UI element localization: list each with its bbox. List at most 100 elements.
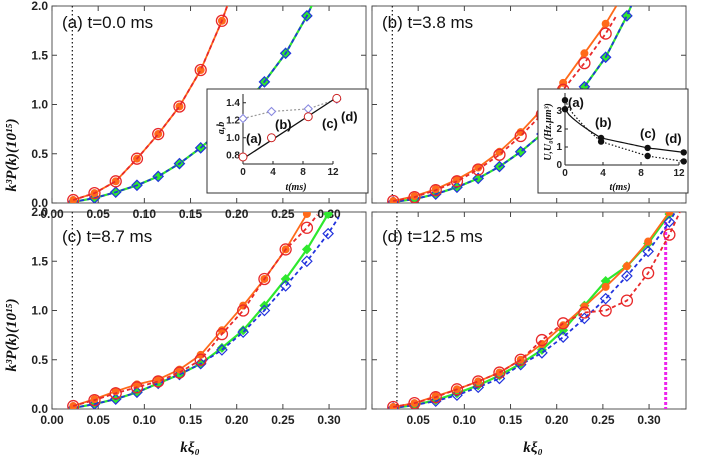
x-tick-label: 0.25: [591, 413, 615, 427]
series-blue-point: [642, 245, 654, 258]
inset-b-series-U0-point: [597, 138, 605, 145]
series-red-line: [72, 214, 319, 407]
series-red-point: [450, 175, 464, 188]
inset-b-annotation: (b): [595, 115, 612, 130]
series-green-point: [280, 273, 291, 284]
series-blue-point: [88, 398, 101, 409]
series-blue-point: [663, 216, 676, 228]
inset-a-annotation: (b): [275, 117, 292, 132]
series-orange-point: [644, 237, 653, 246]
series-red-point: [599, 27, 612, 40]
inset-a-ytick-label: 1.2: [226, 115, 240, 126]
y-tick-label: 1.5: [31, 254, 48, 268]
x-tick-label: 0.15: [179, 413, 203, 427]
series-red-point: [279, 243, 292, 256]
series-orange-point: [474, 377, 483, 386]
series-red-point: [408, 396, 421, 409]
series-red-point: [472, 375, 485, 388]
inset-a-annotation: (c): [322, 116, 338, 131]
y-tick-label: 1.5: [31, 48, 48, 62]
series-orange-point: [622, 262, 631, 271]
series-blue-point: [536, 347, 548, 359]
series-red-line: [393, 212, 681, 408]
series-red-point: [493, 366, 506, 379]
series-red-point: [620, 294, 634, 307]
series-orange-point: [302, 212, 311, 218]
series-orange-point: [601, 19, 610, 28]
inset-b-series-U0-point: [644, 152, 651, 160]
x-tick-label: 0.20: [545, 413, 569, 427]
inset-b-series-U-line: [564, 108, 684, 153]
inset-a-series-a-point: [267, 133, 276, 143]
series-blue-line: [73, 216, 340, 409]
y-tick-label: 1.0: [31, 98, 48, 112]
series-blue-point: [258, 304, 271, 317]
inset-b-xtick-label: 0: [562, 168, 568, 179]
series-red-point: [450, 383, 464, 396]
panel-d-plot: 0.05 0.10 0.15 0.20 0.25 0.30: [371, 211, 686, 427]
inset-a-ytick-label: 1.4: [226, 98, 240, 109]
series-red-point: [514, 353, 527, 366]
series-orange-point: [665, 212, 674, 216]
y-tick-label: 2.0: [31, 205, 48, 219]
series-blue-point: [301, 10, 313, 22]
inset-a-series-a-point: [332, 93, 342, 103]
inset-a: a,b t(ms): [206, 88, 369, 194]
series-blue-point: [429, 395, 442, 407]
series-red-point: [578, 56, 591, 70]
inset-a-ytick-label: 1.0: [226, 133, 240, 144]
inset-b-annotation: (a): [568, 95, 584, 110]
series-blue-point: [279, 47, 292, 60]
series-orange-point: [431, 392, 440, 401]
series-red-point: [88, 186, 101, 200]
series-red-point: [237, 304, 250, 317]
inset-a-frame: [206, 88, 369, 194]
series-red-point: [194, 63, 207, 77]
inset-a-xtick-label: 8: [300, 167, 306, 178]
panel-c-title: (c) t=8.7 ms: [62, 227, 152, 246]
inset-b-series-U-point: [680, 149, 687, 156]
series-blue-point: [514, 358, 527, 371]
x-tick-label: 0.00: [40, 413, 64, 427]
series-blue-point: [557, 331, 570, 343]
panel-a-title: (a) t=0.0 ms: [62, 13, 153, 32]
inset-b-xtick-label: 12: [673, 168, 685, 179]
inset-a-annotation: (d): [341, 109, 358, 124]
series-red-point: [641, 266, 655, 280]
series-red-point: [258, 272, 271, 286]
y-tick-label: 0.0: [31, 196, 48, 210]
series-red-point: [67, 399, 80, 409]
series-blue-point: [429, 188, 442, 200]
series-red-point: [429, 391, 442, 404]
panel-d: (d) t=12.5 ms: [371, 211, 687, 410]
series-red-point: [152, 375, 165, 388]
series-red-point: [408, 190, 421, 203]
series-blue-point: [472, 172, 485, 185]
series-red-point: [109, 175, 122, 188]
x-tick-label: 0.10: [133, 413, 157, 427]
series-blue-point: [493, 160, 506, 173]
series-orange-point: [431, 185, 440, 194]
series-blue-point: [216, 344, 228, 356]
series-red-point: [387, 400, 400, 409]
inset-a-xlabel: t(ms): [285, 182, 306, 193]
series-red-point: [514, 129, 527, 143]
x-tick-label: 0.10: [453, 413, 477, 427]
series-red-point: [663, 228, 676, 241]
series-red-point: [152, 127, 165, 141]
series-red-point: [535, 333, 549, 347]
series-orange-point: [90, 395, 99, 404]
y-tick-label: 1.0: [31, 304, 48, 318]
series-green-point: [301, 244, 312, 255]
series-blue-point: [109, 186, 122, 199]
inset-b-xtick-label: 8: [638, 168, 644, 179]
inset-a-series-a-point: [303, 112, 313, 122]
inset-b-ytick-label: 3: [556, 106, 562, 117]
series-blue-point: [599, 292, 612, 305]
y-axis-label-bottom: k³P(k)(10¹⁵): [4, 298, 20, 371]
panel-b-title: (b) t=3.8 ms: [382, 13, 473, 32]
y-axis-label-top: k³P(k)(10¹⁵): [4, 118, 20, 191]
series-green-point: [536, 344, 547, 355]
series-blue-point: [301, 255, 313, 268]
